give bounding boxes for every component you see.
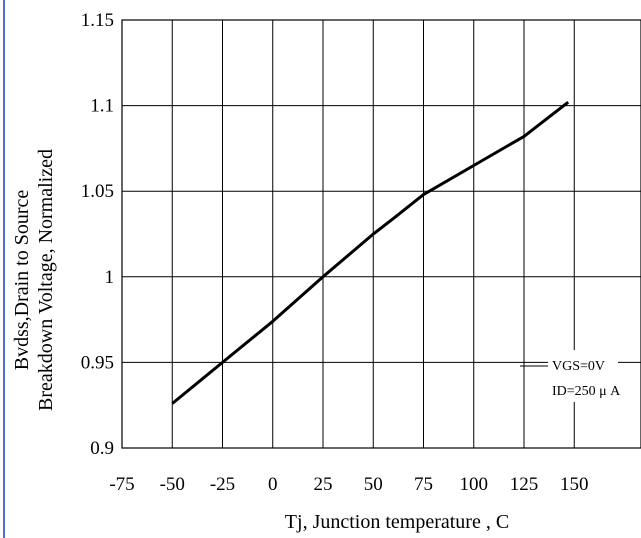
x-tick-label: -25 xyxy=(210,474,235,495)
y-tick-label: 0.95 xyxy=(81,352,114,373)
x-tick-label: 75 xyxy=(414,474,433,495)
x-tick-label: 100 xyxy=(460,474,489,495)
x-tick-label: 125 xyxy=(510,474,539,495)
y-tick-labels: 1.15 1.1 1.05 1 0.95 0.9 xyxy=(81,10,114,459)
y-axis-title: Bvdss,Drain to Source Breakdown Voltage,… xyxy=(11,149,57,411)
x-tick-label: 25 xyxy=(314,474,333,495)
y-axis-title-line-2: Breakdown Voltage, Normalized xyxy=(35,149,57,411)
x-tick-label: 150 xyxy=(560,474,589,495)
x-tick-labels: -75 -50 -25 0 25 50 75 100 125 150 xyxy=(109,474,588,495)
legend-line-2: ID=250 μ A xyxy=(552,384,621,399)
y-tick-label: 1.1 xyxy=(90,96,114,117)
plot-border xyxy=(121,19,641,449)
y-axis-title-line-1: Bvdss,Drain to Source xyxy=(11,190,33,371)
x-axis-title: Tj, Junction temperature , C xyxy=(285,511,509,533)
y-tick-label: 0.9 xyxy=(90,438,114,459)
x-tick-label: 0 xyxy=(268,474,278,495)
y-tick-label: 1.15 xyxy=(81,10,114,31)
x-tick-label: -75 xyxy=(109,474,134,495)
y-tick-label: 1.05 xyxy=(81,181,114,202)
x-tick-label: 50 xyxy=(364,474,383,495)
legend-line-1: VGS=0V xyxy=(552,359,605,374)
series-line xyxy=(171,101,570,405)
y-tick-label: 1 xyxy=(105,267,115,288)
x-tick-label: -50 xyxy=(160,474,185,495)
legend-box xyxy=(548,350,618,402)
legend: VGS=0V ID=250 μ A xyxy=(520,350,621,402)
